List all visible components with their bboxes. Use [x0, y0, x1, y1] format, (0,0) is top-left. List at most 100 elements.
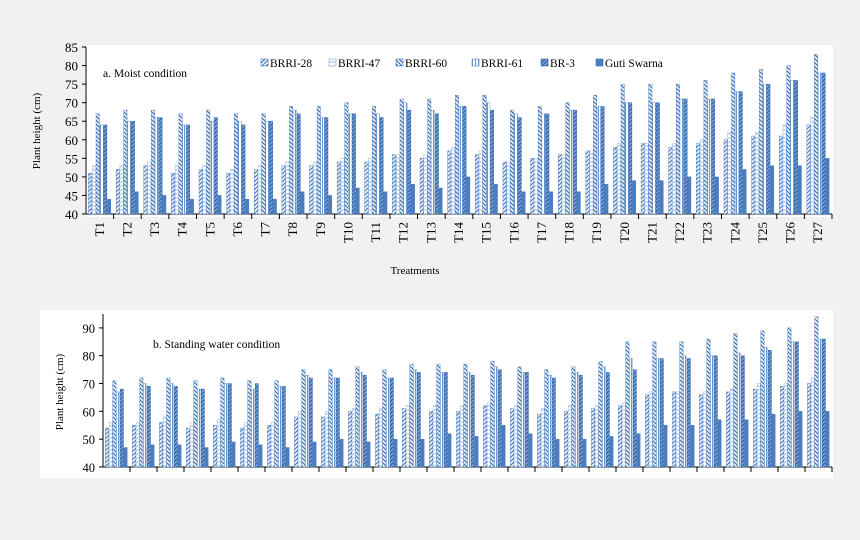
bar-br-3-t18 — [578, 375, 583, 468]
legend-swatch — [260, 58, 269, 67]
bar-brri-47-t18 — [561, 154, 566, 215]
bar-guti-swarna-t21 — [659, 180, 664, 215]
x-tick-label: T10 — [340, 222, 355, 243]
bar-brri-47-t24 — [729, 388, 734, 468]
bar-guti-swarna-t15 — [501, 425, 506, 468]
x-tick-label: T19 — [589, 222, 604, 243]
bar-guti-swarna-t23 — [715, 176, 719, 215]
bar-brri-28-t20 — [618, 405, 622, 468]
bar-brri-28-t22 — [672, 391, 676, 468]
bar-brri-61-t1 — [99, 124, 104, 215]
bar-brri-61-t15 — [494, 366, 498, 468]
bar-brri-28-t13 — [429, 411, 433, 468]
bar-br-3-t13 — [434, 113, 439, 215]
bar-brri-47-t7 — [257, 165, 262, 215]
bar-br-3-t25 — [767, 349, 772, 468]
bar-brri-47-t22 — [672, 143, 677, 215]
bar-brri-60-t2 — [123, 109, 128, 215]
bar-brri-47-t27 — [810, 377, 815, 468]
bar-guti-swarna-t14 — [466, 176, 471, 215]
bar-brri-60-t8 — [289, 106, 294, 215]
bar-brri-60-t1 — [95, 113, 100, 215]
y-tick-label: 40 — [83, 461, 96, 475]
bar-br-3-t5 — [213, 117, 218, 215]
bar-brri-47-t13 — [432, 405, 437, 468]
x-tick-label: T8 — [285, 222, 300, 236]
bar-brri-47-t13 — [423, 154, 428, 215]
bar-brri-61-t19 — [596, 106, 601, 215]
bar-brri-60-t12 — [409, 363, 414, 468]
bar-brri-47-t23 — [702, 391, 707, 468]
bar-guti-swarna-t16 — [521, 191, 526, 215]
bar-brri-60-t26 — [786, 65, 791, 215]
bar-br-3-t27 — [821, 338, 826, 468]
bar-br-3-t18 — [573, 109, 577, 215]
bar-brri-47-t3 — [162, 416, 167, 468]
bar-brri-28-t19 — [585, 150, 590, 215]
bar-brri-60-t21 — [648, 83, 653, 215]
bar-brri-28-t9 — [321, 416, 325, 468]
bar-brri-47-t25 — [756, 383, 761, 468]
bar-brri-28-t18 — [557, 154, 562, 215]
bar-brri-61-t26 — [790, 80, 795, 215]
bar-brri-28-t2 — [115, 169, 120, 215]
bar-brri-47-t12 — [395, 154, 400, 215]
bar-brri-47-t4 — [174, 165, 179, 215]
bar-br-3-t16 — [524, 372, 529, 468]
x-tick-label: T1 — [92, 222, 107, 236]
bar-br-3-t15 — [490, 109, 494, 215]
bar-br-3-t7 — [269, 121, 273, 215]
bar-guti-swarna-t4 — [190, 198, 194, 215]
bar-brri-61-t7 — [265, 121, 270, 215]
bar-br-3-t24 — [738, 91, 743, 215]
bar-brri-28-t9 — [309, 165, 314, 215]
bar-brri-28-t12 — [402, 408, 406, 468]
bar-guti-swarna-t8 — [312, 441, 317, 468]
bar-brri-60-t17 — [537, 106, 542, 215]
legend-label: BRRI-61 — [481, 58, 523, 70]
legend-label: BRRI-60 — [405, 58, 447, 70]
bar-brri-60-t7 — [261, 113, 266, 215]
y-tick-label: 40 — [65, 207, 78, 222]
bar-brri-47-t14 — [459, 405, 464, 468]
bar-brri-60-t24 — [731, 72, 736, 215]
y-tick-label: 80 — [83, 350, 96, 364]
bar-br-3-t23 — [711, 98, 716, 215]
bar-brri-28-t17 — [530, 158, 535, 215]
bar-br-3-t14 — [462, 106, 467, 215]
bar-br-3-t3 — [158, 117, 163, 215]
bar-brri-28-t8 — [281, 165, 286, 215]
chart-title: a. Moist condition — [103, 68, 187, 80]
bar-brri-60-t3 — [151, 109, 155, 215]
bar-brri-60-t26 — [787, 327, 792, 468]
bar-brri-61-t9 — [332, 377, 336, 468]
bar-brri-60-t11 — [382, 369, 387, 468]
bar-guti-swarna-t17 — [549, 191, 554, 215]
bar-brri-60-t20 — [620, 83, 625, 215]
bar-brri-60-t6 — [233, 113, 238, 215]
bar-brri-61-t18 — [569, 109, 574, 215]
bar-brri-28-t19 — [591, 408, 595, 468]
bar-brri-60-t25 — [760, 330, 765, 468]
bar-brri-28-t10 — [336, 161, 341, 215]
bar-brri-60-t23 — [706, 338, 711, 468]
bar-brri-47-t11 — [368, 158, 373, 215]
x-tick-label: T11 — [368, 222, 383, 242]
bar-brri-47-t21 — [648, 391, 653, 468]
y-tick-label: 70 — [65, 96, 78, 111]
bar-brri-28-t27 — [806, 124, 811, 215]
x-tick-label: T13 — [423, 222, 438, 243]
bar-brri-47-t2 — [119, 165, 124, 215]
bar-brri-61-t10 — [359, 372, 363, 468]
bar-brri-61-t25 — [762, 83, 767, 215]
bar-brri-61-t23 — [707, 98, 712, 215]
bar-brri-28-t18 — [564, 411, 568, 468]
bar-guti-swarna-t13 — [438, 187, 443, 215]
bar-brri-28-t24 — [723, 139, 728, 215]
bar-br-3-t8 — [296, 113, 301, 215]
x-tick-label: T9 — [313, 222, 328, 236]
bar-guti-swarna-t20 — [636, 433, 641, 468]
bar-guti-swarna-t16 — [528, 433, 533, 468]
bar-brri-60-t27 — [814, 316, 819, 468]
bar-br-3-t26 — [794, 80, 798, 215]
